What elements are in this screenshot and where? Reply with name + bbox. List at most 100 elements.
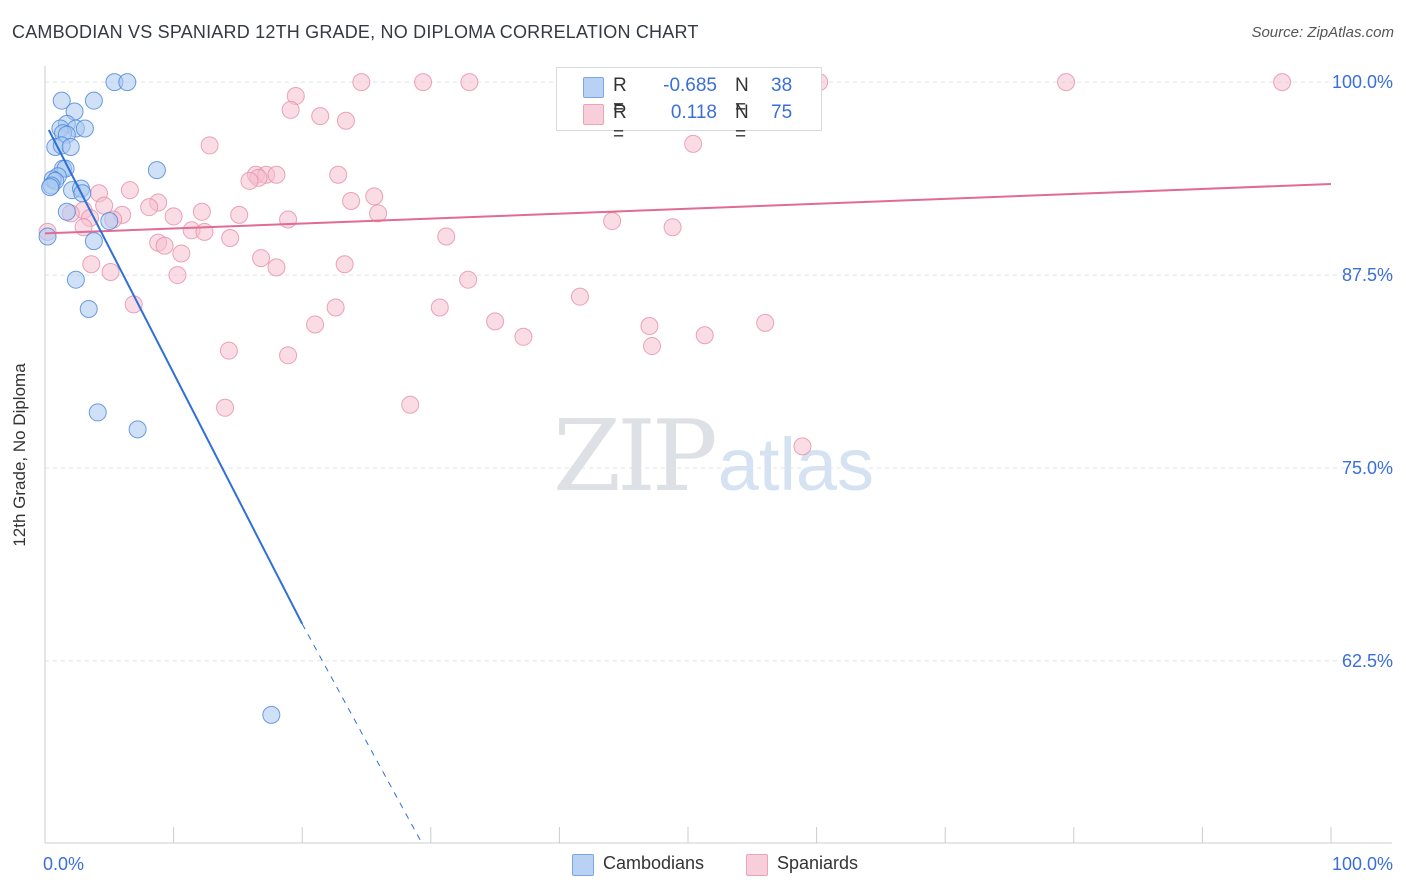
cambodian-point (52, 91, 71, 110)
y-tick-label: 87.5% (1342, 265, 1393, 285)
cambodians-points (38, 73, 281, 724)
spaniard-point (640, 316, 659, 335)
cambodian-point (147, 161, 166, 180)
legend-r-label: R = (613, 75, 627, 118)
spaniard-point (342, 191, 361, 210)
spaniard-point (120, 181, 139, 200)
spaniard-point (514, 327, 533, 346)
legend-r-value: -0.685 (663, 75, 717, 96)
spaniards-trend-line (44, 183, 1332, 235)
spaniard-point (252, 249, 271, 268)
cambodian-point (61, 137, 80, 156)
spaniard-point (74, 218, 93, 237)
legend-swatch-blue (583, 77, 604, 98)
legend-label-spaniards: Spaniards (777, 853, 859, 873)
y-axis-label: 12th Grade, No Diploma (10, 363, 29, 547)
spaniard-point (168, 266, 187, 285)
spaniard-point (155, 236, 174, 255)
spaniard-point (200, 136, 219, 155)
cambodian-point (66, 270, 85, 289)
spaniard-point (437, 227, 456, 246)
spaniards-points (38, 73, 1292, 456)
spaniard-point (192, 202, 211, 221)
spaniard-point (352, 73, 371, 92)
spaniard-point (240, 171, 259, 190)
cambodian-point (100, 212, 119, 231)
spaniard-point (1057, 73, 1076, 92)
spaniard-point (82, 255, 101, 274)
cambodian-point (38, 227, 57, 246)
y-tick-label: 75.0% (1342, 458, 1393, 478)
cambodian-point (84, 232, 103, 251)
spaniard-point (335, 255, 354, 274)
legend-label-cambodians: Cambodians (603, 853, 705, 873)
y-tick-label: 100.0% (1332, 72, 1393, 92)
watermark: ZIPatlas (553, 400, 874, 514)
spaniard-point (793, 437, 812, 456)
spaniard-point (1273, 73, 1292, 92)
spaniard-point (336, 111, 355, 130)
cambodians-trend-extension (301, 623, 423, 844)
spaniard-point (267, 165, 286, 184)
spaniard-point (281, 100, 300, 119)
spaniard-point (311, 107, 330, 126)
spaniard-point (140, 198, 159, 217)
spaniard-point (369, 204, 388, 223)
spaniard-point (221, 229, 240, 248)
spaniard-point (365, 187, 384, 206)
spaniard-point (101, 262, 120, 281)
watermark-atlas: atlas (717, 423, 875, 506)
legend-n-value: 75 (771, 102, 793, 123)
legend-swatch-pink (746, 854, 768, 876)
cambodian-point (84, 91, 103, 110)
tick-labels: 62.5% 75.0% 87.5% 100.0% 0.0% 100.0% (43, 72, 1393, 874)
trend-lines (44, 129, 1332, 844)
legend-swatch-blue (572, 854, 594, 876)
cambodians-trend-line (47, 129, 304, 625)
spaniard-point (219, 341, 238, 360)
spaniard-point (663, 218, 682, 237)
spaniard-point (329, 165, 348, 184)
cambodian-point (128, 420, 147, 439)
legend-n-value: 38 (771, 75, 793, 96)
spaniard-point (570, 287, 589, 306)
spaniard-point (695, 326, 714, 345)
spaniard-point (414, 73, 433, 92)
spaniard-point (401, 395, 420, 414)
spaniard-point (279, 346, 298, 365)
spaniard-point (486, 312, 505, 331)
gridlines (45, 81, 1392, 662)
spaniard-point (326, 298, 345, 317)
spaniard-point (756, 313, 775, 332)
cambodian-point (79, 300, 98, 319)
chart-title: CAMBODIAN VS SPANIARD 12TH GRADE, NO DIP… (12, 22, 699, 42)
spaniard-point (230, 205, 249, 224)
legend-n-label: N = (735, 102, 749, 145)
spaniard-point (430, 298, 449, 317)
cambodian-point (41, 178, 60, 197)
spaniard-point (642, 337, 661, 356)
spaniard-point (279, 210, 298, 229)
cambodian-point (88, 403, 107, 422)
spaniard-point (306, 315, 325, 334)
watermark-zip: ZIP (553, 400, 718, 514)
spaniard-point (267, 258, 286, 277)
spaniard-point (172, 244, 191, 263)
spaniard-point (195, 222, 214, 241)
axes (44, 66, 1392, 844)
cambodian-point (118, 73, 137, 92)
cambodian-point (75, 119, 94, 138)
x-tick-label: 100.0% (1332, 854, 1393, 874)
spaniard-point (459, 270, 478, 289)
x-tick-label: 0.0% (43, 854, 84, 874)
cambodian-point (262, 705, 281, 724)
correlation-legend: R = -0.685 N = 38 R = 0.118 N = 75 (556, 67, 822, 145)
spaniard-point (216, 398, 235, 417)
legend-swatch-pink (583, 104, 604, 125)
spaniard-point (164, 207, 183, 226)
cambodian-point (57, 202, 76, 221)
spaniard-point (603, 212, 622, 231)
spaniard-point (124, 295, 143, 314)
legend-r-label: R = (613, 102, 627, 145)
